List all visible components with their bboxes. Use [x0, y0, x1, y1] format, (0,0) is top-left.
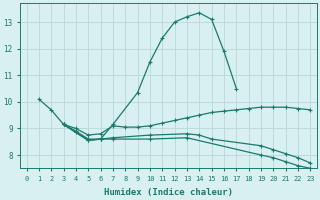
X-axis label: Humidex (Indice chaleur): Humidex (Indice chaleur) [104, 188, 233, 197]
